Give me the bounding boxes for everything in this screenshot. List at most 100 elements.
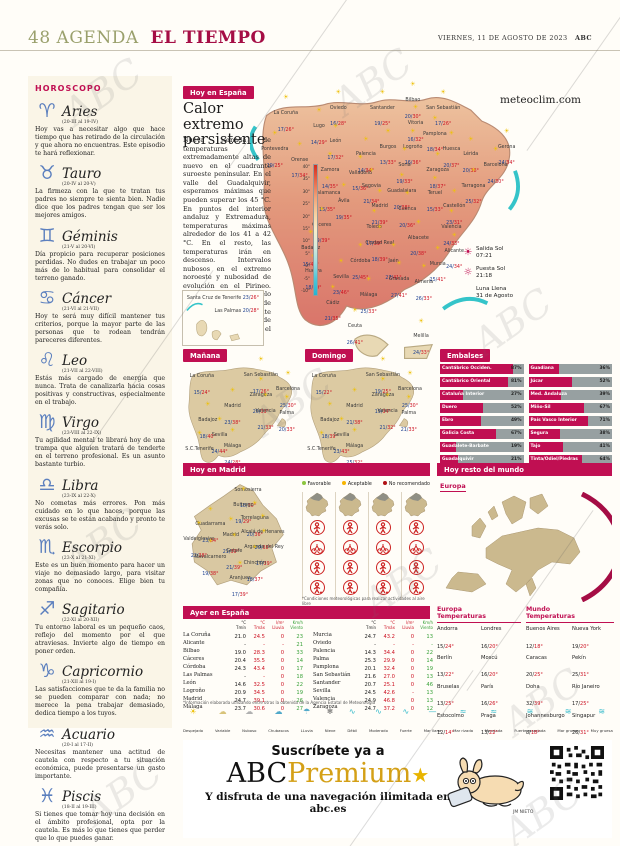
table-row: Cáceres 20.4 35.5 0 14: [183, 655, 303, 664]
city-temp-max: 30°: [412, 114, 421, 120]
sun-icon: ☀: [379, 87, 386, 96]
city-temp-max: 36°: [360, 187, 369, 193]
map-city: ☀ Madrid 21/39°: [371, 187, 387, 227]
map-city: ☀ Málaga 25/33°: [360, 275, 377, 316]
hiking-icon: [408, 560, 424, 575]
map-city: ☀ Cuenca 20/36°: [398, 190, 416, 230]
zodiac-icon: ♒: [38, 723, 56, 745]
city-temp-min: 25/: [352, 275, 360, 281]
reservoir-percent: 39%: [599, 391, 610, 397]
map-city: ☀ La Coruña 17/26°: [273, 93, 299, 134]
sunset-icon: ☼: [463, 267, 473, 279]
city-temp-max: 36°: [412, 161, 421, 167]
meteoclim-link[interactable]: meteoclim.com: [500, 94, 581, 106]
manana-map-shape: [188, 367, 292, 463]
city-name: Lugo: [313, 123, 325, 129]
activity-grid: [302, 492, 430, 600]
sun-icon: ☀: [335, 87, 342, 96]
horoscope-column: HOROSCOPO ♈ Aries (20-III al 19-IV) Hoy …: [28, 76, 172, 842]
sign-text: La firmeza con la que te tratan tus padr…: [35, 188, 165, 220]
city-temp-min: 19/: [396, 179, 405, 185]
temperature-scale: 40° 35° 30° 25° 20° 15° 10° 5° 0° -5° -10°: [294, 164, 320, 296]
qr-code[interactable]: [550, 746, 604, 800]
hiking-icon: [375, 560, 391, 575]
sign-text: No cometas más errores. Pon más cuidado …: [35, 499, 165, 531]
sun-icon: ☀: [259, 511, 266, 520]
legend-item: ≈ Marejada: [484, 707, 503, 733]
city-name: Teruel: [427, 191, 443, 197]
map-city: ☀ Santander 19/25°: [370, 87, 395, 129]
legend-item: Aceptable: [342, 481, 372, 487]
map-city: ☀ Palencia 14/34°: [356, 135, 376, 175]
map-city: ☀ Madrid 21/38°: [346, 385, 363, 426]
zodiac-icon: ♑: [38, 661, 56, 683]
abc-premium-ad[interactable]: Suscríbete ya a ABCPremium★ Y disfruta d…: [183, 740, 612, 838]
badge-embalses: Embalses: [440, 349, 491, 362]
legend-item: ☁ Chubascos: [268, 707, 289, 733]
city-temp-max: 45°: [359, 275, 369, 281]
reservoir-bar: Miño-Sil 67%: [528, 403, 612, 413]
sunrise-icon: ☀: [463, 247, 473, 259]
sun-icon: ☀: [318, 428, 325, 437]
city-name: Oviedo: [329, 105, 347, 111]
city-name: Jaén: [388, 258, 399, 264]
table-row: León 14.6 32.5 0 22: [183, 679, 303, 688]
city-name: Lérida: [463, 152, 479, 158]
sign-text: Estás más cargado de energía que nunca. …: [35, 375, 165, 407]
city-temp-min: 15/: [352, 187, 360, 193]
sign-dates: (23-IX al 22-X): [62, 493, 96, 499]
map-town: ☀ Madrid 21/39°: [222, 515, 240, 555]
cartoon-signature: JM NIETO: [513, 810, 534, 815]
city-name: Vitoria: [407, 121, 424, 126]
sun-icon: ☀: [251, 498, 258, 507]
activity-column: [302, 492, 331, 600]
map-city: ☀ Sevilla 23/43°: [333, 414, 350, 455]
reservoir-fill: [528, 455, 582, 465]
map-city: ☀ Ciudad Real 18/39°: [365, 223, 394, 264]
sign-dates: (23-X al 21-XI): [62, 555, 96, 561]
sun-icon: ☀: [470, 165, 477, 174]
ayer-rows-right: Murcia 24.7 43.2 0 13 Oviedo - - - -: [313, 632, 433, 714]
sun-icon: ☀: [390, 240, 397, 249]
map-city: ☀ Málaga 25/32°: [345, 425, 364, 465]
city-temp-max: 33°: [368, 309, 377, 315]
zodiac-icon: ♊: [38, 225, 56, 247]
sun-icon: ☀: [434, 149, 441, 158]
map-town: ☀ Navalcarnero 19/38°: [194, 536, 227, 577]
city-name: Logroño: [403, 144, 423, 150]
sun-icon: ☀: [398, 170, 405, 179]
embalses-table: Cantábrico Occiden. 87% Guadiana 36% Can…: [440, 364, 612, 465]
running-icon: [342, 520, 358, 535]
city-temp-min: 23/: [332, 291, 341, 297]
sun-icon: ☀: [257, 354, 264, 363]
map-city: ☀ Huesca 20/37°: [443, 130, 461, 170]
mundo-temperaturas: Mundo Temperaturas Buenos Aires 12/18° Ca…: [526, 606, 614, 770]
city-temp-max: 41°: [393, 275, 402, 281]
cycling-icon: [309, 540, 325, 555]
sign-name: Capricornio: [62, 664, 144, 681]
rabbit-cartoon: [447, 757, 524, 808]
sign-text: Hoy te será muy difícil mantener tus cri…: [35, 312, 165, 344]
city-name: León: [329, 139, 342, 145]
map-city: ☀ Zaragoza 19/34°: [371, 374, 395, 415]
table-row: Logroño 20.9 34.5 0 19: [183, 688, 303, 697]
horoscope-sign: ♍ Virgo (23-VIII al 22-IX) Tu agilidad m…: [35, 412, 165, 469]
city-temp-min: 16/: [407, 137, 416, 143]
legend-icon: ☁: [274, 707, 283, 716]
city-name: Valencia: [441, 225, 462, 230]
city-name: La Coruña: [273, 110, 299, 116]
city-temp-min: 25/: [429, 278, 438, 284]
city-temp-min: 24/: [412, 351, 421, 356]
world-city: Estocolmo 12/14°: [437, 712, 464, 736]
city-temp-max: 33°: [423, 296, 432, 302]
running-icon: [309, 520, 325, 535]
sun-icon: ☀: [448, 129, 455, 138]
legend-icon: ∿: [375, 707, 382, 716]
ad-subscribe-text: Suscríbete ya a: [271, 744, 385, 759]
sun-icon: ☀: [357, 240, 364, 249]
sign-dates: (20-I al 17-II): [62, 742, 93, 748]
ayer-head-left: °C Tmín °C Tmáx l/m² Lluvia Km/h Viento: [236, 620, 303, 630]
zodiac-icon: ♓: [38, 785, 56, 807]
map-town: ☀ Chinchón 18/37°: [243, 542, 267, 583]
madrid-footnote: *Condiciones meteorológicas para realiza…: [302, 596, 425, 606]
